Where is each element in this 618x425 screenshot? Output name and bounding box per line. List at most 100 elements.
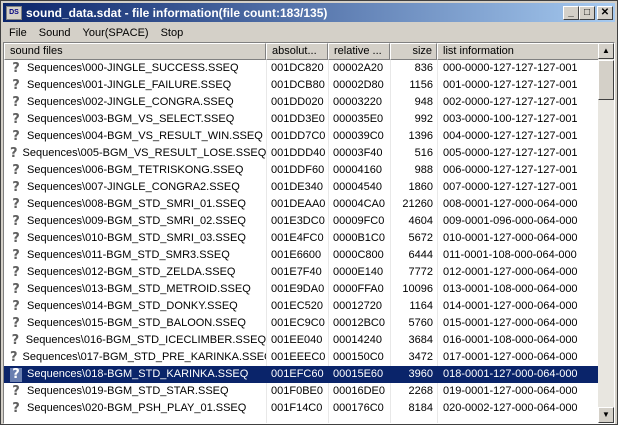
file-name: Sequences\017-BGM_STD_PRE_KARINKA.SSEQ xyxy=(22,351,266,363)
list-information-cell: 013-0001-108-000-064-000 xyxy=(443,283,578,295)
window-title: sound_data.sdat - file information(file … xyxy=(26,5,328,20)
size-cell: 992 xyxy=(414,113,433,125)
table-row[interactable]: ? Sequences\012-BGM_STD_ZELDA.SSEQ 001E7F4… xyxy=(4,264,600,281)
scroll-down-button[interactable]: ▼ xyxy=(598,407,614,423)
file-name-cell: ? Sequences\002-JINGLE_CONGRA.SSEQ xyxy=(4,94,266,111)
file-name: Sequences\019-BGM_STD_STAR.SSEQ xyxy=(27,385,229,397)
menu-bar: File Sound Your(SPACE) Stop xyxy=(3,24,615,42)
absolute-offset-cell: 001F14C0 xyxy=(271,402,323,414)
question-icon: ? xyxy=(12,60,20,76)
scroll-up-button[interactable]: ▲ xyxy=(598,43,614,59)
question-icon: ? xyxy=(12,247,20,263)
table-row[interactable]: ? Sequences\010-BGM_STD_SMRI_03.SSEQ 001E4… xyxy=(4,230,600,247)
absolute-offset-cell: 001EEEC0 xyxy=(271,351,326,363)
file-name: Sequences\014-BGM_STD_DONKY.SSEQ xyxy=(27,300,238,312)
list-information-cell: 017-0001-127-000-064-000 xyxy=(443,351,578,363)
size-cell: 948 xyxy=(414,96,433,108)
file-name: Sequences\020-BGM_PSH_PLAY_01.SSEQ xyxy=(27,402,247,414)
file-name: Sequences\007-JINGLE_CONGRA2.SSEQ xyxy=(27,181,240,193)
file-name-cell: ? Sequences\017-BGM_STD_PRE_KARINKA.SSEQ xyxy=(4,349,266,366)
question-icon: ? xyxy=(10,145,18,161)
file-list[interactable]: sound files absolut... relative ... size… xyxy=(3,42,615,424)
menu-your-space[interactable]: Your(SPACE) xyxy=(82,27,149,39)
relative-offset-cell: 00009FC0 xyxy=(333,215,385,227)
table-row[interactable]: ? Sequences\015-BGM_STD_BALOON.SSEQ 001EC9… xyxy=(4,315,600,332)
menu-file[interactable]: File xyxy=(9,27,27,39)
file-name-cell: ? Sequences\005-BGM_VS_RESULT_LOSE.SSEQ xyxy=(4,145,266,162)
size-cell: 3960 xyxy=(408,368,433,380)
scroll-thumb[interactable] xyxy=(598,60,614,100)
file-name: Sequences\005-BGM_VS_RESULT_LOSE.SSEQ xyxy=(22,147,266,159)
absolute-offset-cell: 001E7F40 xyxy=(271,266,322,278)
list-information-cell: 003-0000-100-127-127-001 xyxy=(443,113,578,125)
table-row[interactable]: ? Sequences\001-JINGLE_FAILURE.SSEQ 001DCB… xyxy=(4,77,600,94)
title-bar[interactable]: DS sound_data.sdat - file information(fi… xyxy=(3,3,615,22)
table-row[interactable]: ? Sequences\018-BGM_STD_KARINKA.SSEQ 001EF… xyxy=(4,366,600,383)
size-cell: 3472 xyxy=(408,351,433,363)
absolute-offset-cell: 001EFC60 xyxy=(271,368,324,380)
table-row[interactable]: ? Sequences\003-BGM_VS_SELECT.SSEQ 001DD3E… xyxy=(4,111,600,128)
file-name-cell: ? Sequences\000-JINGLE_SUCCESS.SSEQ xyxy=(4,60,266,77)
table-row[interactable]: ? Sequences\006-BGM_TETRISKONG.SSEQ 001DDF… xyxy=(4,162,600,179)
question-icon: ? xyxy=(10,367,22,382)
list-information-cell: 002-0000-127-127-127-001 xyxy=(443,96,578,108)
absolute-offset-cell: 001EC520 xyxy=(271,300,323,312)
question-icon: ? xyxy=(11,332,20,348)
absolute-offset-cell: 001DD3E0 xyxy=(271,113,325,125)
menu-stop[interactable]: Stop xyxy=(160,27,184,39)
table-row[interactable]: ? Sequences\019-BGM_STD_STAR.SSEQ 001F0BE0… xyxy=(4,383,600,400)
table-row[interactable]: ? Sequences\004-BGM_VS_RESULT_WIN.SSEQ 001… xyxy=(4,128,600,145)
file-name: Sequences\001-JINGLE_FAILURE.SSEQ xyxy=(27,79,232,91)
table-row[interactable]: ? Sequences\011-BGM_STD_SMR3.SSEQ 001E6600… xyxy=(4,247,600,264)
menu-sound[interactable]: Sound xyxy=(38,27,71,39)
question-icon: ? xyxy=(12,128,20,144)
size-cell: 5672 xyxy=(408,232,433,244)
absolute-offset-cell: 001F0BE0 xyxy=(271,385,323,397)
table-row[interactable]: ? Sequences\000-JINGLE_SUCCESS.SSEQ 001DC8… xyxy=(4,60,600,77)
table-row[interactable]: ? Sequences\005-BGM_VS_RESULT_LOSE.SSEQ 00… xyxy=(4,145,600,162)
table-row[interactable]: ? Sequences\009-BGM_STD_SMRI_02.SSEQ 001E3… xyxy=(4,213,600,230)
absolute-offset-cell: 001E9DA0 xyxy=(271,283,325,295)
table-row[interactable]: ? Sequences\007-JINGLE_CONGRA2.SSEQ 001DE3… xyxy=(4,179,600,196)
relative-offset-cell: 00004CA0 xyxy=(333,198,385,210)
question-icon: ? xyxy=(12,264,20,280)
relative-offset-cell: 000039C0 xyxy=(333,130,384,142)
column-header-sound-files[interactable]: sound files xyxy=(4,43,266,60)
column-header-list-information[interactable]: list information xyxy=(437,43,600,60)
question-icon: ? xyxy=(12,383,20,399)
file-name: Sequences\008-BGM_STD_SMRI_01.SSEQ xyxy=(27,198,246,210)
absolute-offset-cell: 001DDF60 xyxy=(271,164,325,176)
table-row[interactable]: ? Sequences\016-BGM_STD_ICECLIMBER.SSEQ 00… xyxy=(4,332,600,349)
table-row[interactable]: ? Sequences\002-JINGLE_CONGRA.SSEQ 001DD02… xyxy=(4,94,600,111)
vertical-scrollbar[interactable]: ▲ ▼ xyxy=(598,43,614,423)
app-icon[interactable]: DS xyxy=(6,5,22,20)
question-icon: ? xyxy=(12,94,20,110)
grid-line xyxy=(266,60,267,423)
table-row[interactable]: ? Sequences\020-BGM_PSH_PLAY_01.SSEQ 001F1… xyxy=(4,400,600,417)
list-information-cell: 007-0000-127-127-127-001 xyxy=(443,181,578,193)
question-icon: ? xyxy=(12,179,20,195)
column-header-size[interactable]: size xyxy=(390,43,437,60)
question-icon: ? xyxy=(12,111,20,127)
maximize-button[interactable]: □ xyxy=(579,5,595,20)
column-header-relative[interactable]: relative ... xyxy=(328,43,390,60)
file-name-cell: ? Sequences\004-BGM_VS_RESULT_WIN.SSEQ xyxy=(4,128,266,145)
close-button[interactable]: ✕ xyxy=(597,5,613,20)
question-icon: ? xyxy=(12,196,20,212)
size-cell: 8184 xyxy=(408,402,433,414)
table-row[interactable]: ? Sequences\008-BGM_STD_SMRI_01.SSEQ 001DE… xyxy=(4,196,600,213)
file-name-cell: ? Sequences\008-BGM_STD_SMRI_01.SSEQ xyxy=(4,196,266,213)
minimize-button[interactable]: _ xyxy=(563,5,579,20)
column-header-absolute[interactable]: absolut... xyxy=(266,43,328,60)
relative-offset-cell: 00002A20 xyxy=(333,62,384,74)
absolute-offset-cell: 001E3DC0 xyxy=(271,215,325,227)
file-name: Sequences\011-BGM_STD_SMR3.SSEQ xyxy=(27,249,230,261)
absolute-offset-cell: 001EC9C0 xyxy=(271,317,325,329)
size-cell: 2268 xyxy=(408,385,433,397)
size-cell: 1156 xyxy=(409,79,433,91)
table-row[interactable]: ? Sequences\017-BGM_STD_PRE_KARINKA.SSEQ 0… xyxy=(4,349,600,366)
table-row[interactable]: ? Sequences\014-BGM_STD_DONKY.SSEQ 001EC52… xyxy=(4,298,600,315)
table-row[interactable]: ? Sequences\013-BGM_STD_METROID.SSEQ 001E9… xyxy=(4,281,600,298)
absolute-offset-cell: 001E4FC0 xyxy=(271,232,324,244)
